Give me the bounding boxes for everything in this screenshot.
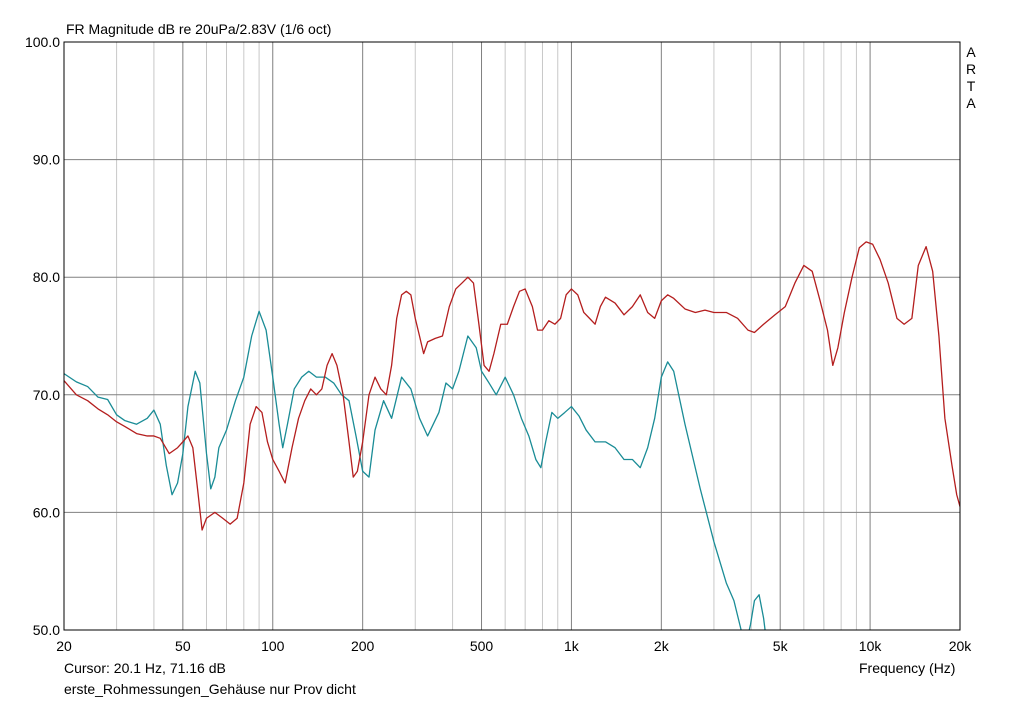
y-tick-label: 90.0 [33, 152, 60, 168]
plot-area [64, 42, 960, 630]
x-tick-labels: 20 50 100 200 500 1k 2k 5k 10k 20k [56, 638, 972, 654]
y-tick-label: 50.0 [33, 622, 60, 638]
series-line-1 [64, 310, 766, 630]
x-axis-label: Frequency (Hz) [859, 660, 956, 676]
x-tick-label: 50 [175, 638, 191, 654]
arta-brand: A R T A [965, 44, 977, 112]
measurement-filename: erste_Rohmessungen_Gehäuse nur Prov dich… [64, 681, 356, 697]
plot-border [63, 41, 961, 631]
cursor-readout: Cursor: 20.1 Hz, 71.16 dB [64, 660, 226, 676]
chart-title: FR Magnitude dB re 20uPa/2.83V (1/6 oct) [66, 21, 332, 37]
brand-letter: A [966, 44, 976, 60]
y-tick-label: 60.0 [33, 504, 60, 520]
y-tick-label: 80.0 [33, 269, 60, 285]
brand-letter: R [965, 61, 977, 77]
x-tick-label: 5k [773, 638, 789, 654]
x-tick-label: 100 [261, 638, 285, 654]
y-tick-labels: 50.0 60.0 70.0 80.0 90.0 100.0 [25, 34, 60, 638]
brand-letter: A [966, 95, 976, 111]
x-tick-label: 500 [470, 638, 494, 654]
y-tick-label: 70.0 [33, 387, 60, 403]
x-tick-label: 10k [859, 638, 883, 654]
x-tick-label: 20 [56, 638, 72, 654]
y-tick-label: 100.0 [25, 34, 60, 50]
x-tick-label: 1k [564, 638, 580, 654]
x-tick-label: 200 [351, 638, 375, 654]
major-grid [64, 42, 960, 630]
minor-grid [116, 42, 857, 630]
brand-letter: T [966, 78, 976, 94]
x-tick-label: 2k [654, 638, 670, 654]
x-tick-label: 20k [949, 638, 973, 654]
series-line-2 [64, 241, 960, 531]
series-layer [64, 241, 960, 630]
